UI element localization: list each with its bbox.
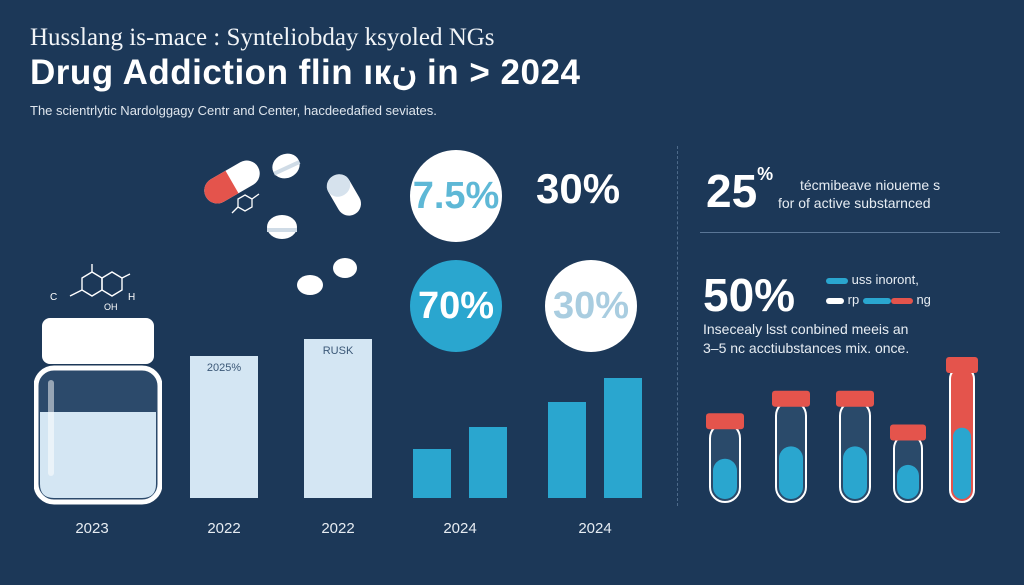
tube-cap bbox=[890, 424, 926, 441]
test-tube-icon bbox=[890, 424, 926, 503]
bar-2022-a: 2025% bbox=[190, 356, 258, 498]
bar-2024-a1 bbox=[413, 449, 451, 498]
note-50-line2: 3–5 nc acctiubstances mix. once. bbox=[703, 340, 910, 356]
svg-text:H: H bbox=[128, 292, 135, 303]
legend-1-label: uss inoront, bbox=[851, 272, 919, 287]
pill-icon bbox=[297, 275, 323, 295]
stat-circle-2: 70% bbox=[410, 260, 502, 352]
pill-icon bbox=[267, 215, 297, 239]
stat-circle-3: 30% bbox=[545, 260, 637, 352]
bar-2024-b1 bbox=[548, 402, 586, 498]
subtitle: The scientrlytic Nardolggagy Centr and C… bbox=[30, 103, 437, 118]
x-label: 2022 bbox=[321, 520, 355, 537]
note-50-line1: Insecealy lsst conbined meeis an bbox=[703, 321, 909, 337]
stat-25: 25% bbox=[706, 164, 773, 218]
bar-tag: RUSK bbox=[322, 345, 354, 357]
svg-text:C: C bbox=[50, 292, 57, 303]
bar-2024-a2 bbox=[469, 427, 507, 498]
note-25-line1: técmibeave nioueme s bbox=[800, 177, 941, 193]
legend-2-label: rp bbox=[847, 292, 860, 307]
divider bbox=[677, 146, 678, 506]
capsule-icon bbox=[204, 160, 260, 204]
legend-swatch bbox=[826, 277, 848, 284]
supertitle: Husslang is-mace : Synteliobday ksyoled … bbox=[30, 24, 495, 51]
legend-1: uss inoront, bbox=[826, 272, 919, 287]
legend-2: rp ng bbox=[826, 292, 931, 307]
x-label: 2022 bbox=[207, 520, 241, 537]
legend-swatch bbox=[862, 297, 891, 304]
test-tube-icon bbox=[706, 413, 744, 503]
x-label: 2023 bbox=[75, 520, 109, 537]
x-label: 2024 bbox=[578, 520, 612, 537]
tube-liquid bbox=[843, 446, 867, 499]
pill-icon bbox=[272, 153, 301, 179]
tube-liquid bbox=[713, 458, 737, 499]
svg-text:OH: OH bbox=[104, 302, 118, 312]
bar-2024-b2 bbox=[604, 378, 642, 498]
test-tube-icon bbox=[946, 357, 978, 503]
stat-25-value: 25 bbox=[706, 165, 758, 217]
legend-2b-label: ng bbox=[916, 292, 931, 307]
molecule-icon bbox=[231, 193, 260, 214]
bar-2022-b: RUSK bbox=[304, 339, 372, 498]
legend-swatch bbox=[890, 297, 913, 304]
page-title: Drug Addiction flin ıкن in > 2024 bbox=[30, 53, 581, 92]
tube-cap bbox=[706, 413, 744, 430]
stat-30: 30% bbox=[536, 165, 621, 212]
x-label: 2024 bbox=[443, 520, 477, 537]
test-tube-icon bbox=[772, 390, 810, 503]
tube-liquid bbox=[897, 464, 919, 499]
tube-liquid bbox=[779, 446, 803, 499]
test-tubes-chart bbox=[706, 357, 978, 503]
tube-liquid bbox=[953, 427, 971, 499]
legend-swatch bbox=[826, 297, 844, 304]
stat-50: 50% bbox=[703, 269, 796, 321]
tube-cap bbox=[772, 390, 810, 407]
molecule-icon: C H OH bbox=[50, 264, 135, 312]
pills-illustration bbox=[204, 153, 361, 295]
divider bbox=[700, 232, 1000, 233]
stat-circle-1: 7.5% bbox=[410, 150, 502, 242]
test-tube-icon bbox=[836, 390, 874, 503]
stat-25-unit: % bbox=[757, 164, 774, 184]
capsule-icon bbox=[326, 174, 361, 216]
pill-icon bbox=[333, 258, 357, 278]
tube-cap bbox=[836, 390, 874, 407]
bar-tag: 2025% bbox=[206, 362, 242, 374]
jar-icon bbox=[34, 318, 162, 505]
note-25-line2: for of active substarnced bbox=[778, 195, 931, 211]
tube-cap bbox=[946, 357, 978, 373]
